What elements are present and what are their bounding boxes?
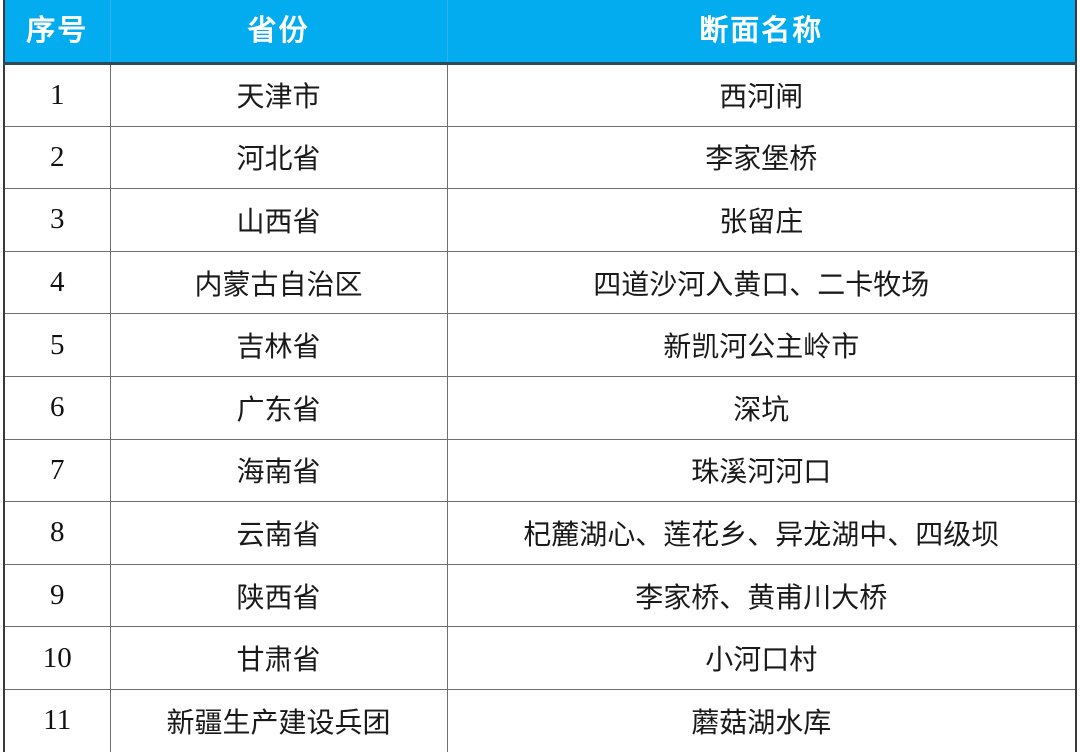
cell-province: 广东省 (110, 376, 447, 439)
cell-section: 小河口村 (447, 627, 1076, 690)
cell-province: 甘肃省 (110, 627, 447, 690)
cell-section: 深坑 (447, 376, 1076, 439)
cell-section: 李家堡桥 (447, 126, 1076, 189)
cell-section: 新凯河公主岭市 (447, 314, 1076, 377)
cell-index: 6 (4, 376, 110, 439)
cell-section: 蘑菇湖水库 (447, 689, 1076, 752)
cell-index: 11 (4, 689, 110, 752)
cell-section: 西河闸 (447, 64, 1076, 127)
cell-section: 李家桥、黄甫川大桥 (447, 564, 1076, 627)
cell-section: 杞麓湖心、莲花乡、异龙湖中、四级坝 (447, 502, 1076, 565)
cell-province: 天津市 (110, 64, 447, 127)
cell-province: 海南省 (110, 439, 447, 502)
column-header-section: 断面名称 (447, 0, 1076, 64)
cell-index: 2 (4, 126, 110, 189)
cell-province: 内蒙古自治区 (110, 251, 447, 314)
cell-index: 1 (4, 64, 110, 127)
cell-index: 10 (4, 627, 110, 690)
cell-index: 8 (4, 502, 110, 565)
cell-province: 山西省 (110, 189, 447, 252)
header-row: 序号 省份 断面名称 (4, 0, 1076, 64)
cell-index: 5 (4, 314, 110, 377)
cell-index: 9 (4, 564, 110, 627)
cell-province: 河北省 (110, 126, 447, 189)
column-header-index: 序号 (4, 0, 110, 64)
cell-province: 吉林省 (110, 314, 447, 377)
cell-section: 张留庄 (447, 189, 1076, 252)
cell-index: 4 (4, 251, 110, 314)
cell-section: 珠溪河河口 (447, 439, 1076, 502)
cell-index: 7 (4, 439, 110, 502)
cell-province: 云南省 (110, 502, 447, 565)
cell-province: 陕西省 (110, 564, 447, 627)
column-header-province: 省份 (110, 0, 447, 64)
cell-index: 3 (4, 189, 110, 252)
table-header: 序号 省份 断面名称 (4, 0, 1076, 64)
cell-section: 四道沙河入黄口、二卡牧场 (447, 251, 1076, 314)
cell-province: 新疆生产建设兵团 (110, 689, 447, 752)
